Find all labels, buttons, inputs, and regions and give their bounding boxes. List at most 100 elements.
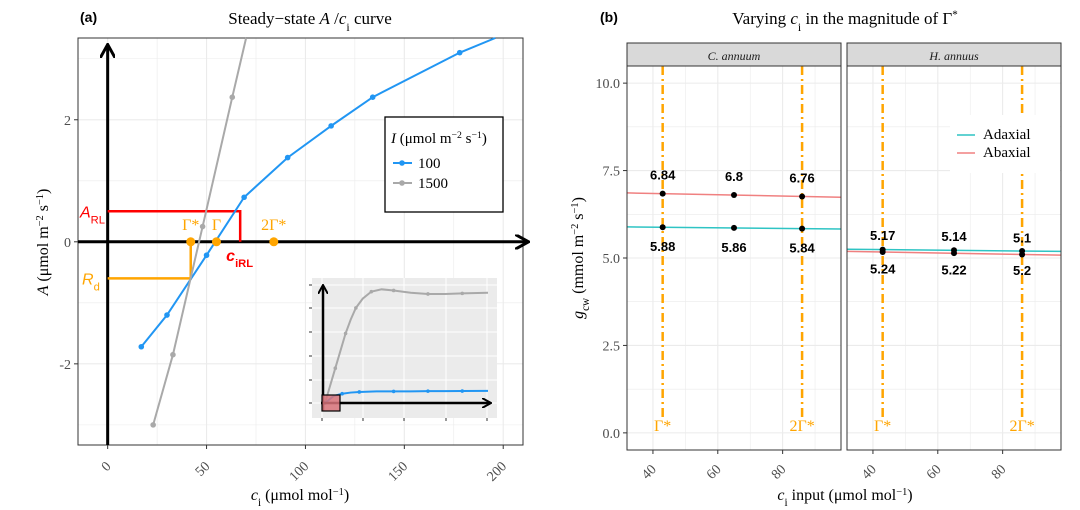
data-point-1500 xyxy=(199,223,206,230)
point-label: Γ xyxy=(212,217,221,234)
data-point-1500 xyxy=(170,351,176,358)
inset-point xyxy=(340,391,344,396)
panel-label: (a) xyxy=(80,9,97,25)
data-point-100 xyxy=(456,49,463,56)
data-point-1500 xyxy=(229,94,236,100)
data-label: 5.2 xyxy=(1013,263,1031,278)
data-label: 5.86 xyxy=(721,240,746,255)
chart-title: Varying ci in the magnitude of Γ* xyxy=(732,9,957,34)
inset-point xyxy=(369,289,374,294)
data-point-1500 xyxy=(150,422,156,428)
data-point-100 xyxy=(138,343,145,350)
point-marker xyxy=(211,237,221,247)
point-label: 2Γ* xyxy=(261,217,286,234)
facet-strip xyxy=(846,42,1062,67)
point-marker xyxy=(186,237,196,247)
x-tick-label: 50 xyxy=(193,459,214,480)
inset-point xyxy=(333,366,338,371)
y-tick-label: 2 xyxy=(64,114,71,129)
y-tick-label: 5.0 xyxy=(603,252,621,267)
point-marker xyxy=(269,237,279,247)
x-axis-label: ci (μmol mol−1) xyxy=(251,487,349,510)
inset-point xyxy=(343,331,348,336)
x-tick-label: 200 xyxy=(485,459,510,484)
y-tick-label: 10.0 xyxy=(596,77,621,92)
x-tick-label: 150 xyxy=(386,459,411,484)
x-tick-label: 60 xyxy=(924,462,945,483)
data-label: 5.24 xyxy=(870,262,896,277)
data-point xyxy=(731,192,737,199)
data-point xyxy=(659,224,666,231)
data-label: 6.84 xyxy=(650,168,676,183)
inset-point xyxy=(354,306,358,310)
data-point-100 xyxy=(284,154,291,161)
data-point-100 xyxy=(164,312,170,318)
data-point xyxy=(879,246,886,253)
gamma-vline-label: Γ* xyxy=(654,418,671,435)
data-label: 5.84 xyxy=(789,241,815,256)
gamma-vline-label: 2Γ* xyxy=(789,418,814,435)
inset-point xyxy=(391,389,396,394)
panel-b: (b) Varying ci in the magnitude of Γ* ci i… xyxy=(570,9,1062,509)
y-tick-label: 0 xyxy=(64,236,71,251)
y-tick-label: 7.5 xyxy=(603,165,621,180)
x-tick-label: 100 xyxy=(287,459,312,484)
data-label: 6.76 xyxy=(789,170,814,185)
chart-title: Steady−state A /ci curve xyxy=(228,9,392,34)
data-point xyxy=(1019,248,1026,255)
data-label: 5.14 xyxy=(941,229,967,244)
x-tick-label: 40 xyxy=(639,462,660,483)
gamma-vline-label: Γ* xyxy=(874,418,891,435)
legend-key-point xyxy=(399,180,405,186)
legend-label: Abaxial xyxy=(983,145,1030,161)
data-point-100 xyxy=(369,94,376,100)
data-point xyxy=(659,190,666,197)
gamma-vline-label: 2Γ* xyxy=(1009,418,1034,435)
facet-strip-label: H. annuus xyxy=(928,49,979,63)
inset-zoom-region xyxy=(321,394,341,412)
legend-label: 1500 xyxy=(418,176,448,192)
data-label: 5.88 xyxy=(650,239,675,254)
legend-box xyxy=(384,116,504,213)
x-axis-label: ci input (μmol mol−1) xyxy=(777,487,912,510)
legend-title: I (μmol m−2 s−1) xyxy=(390,130,487,148)
facet-strip xyxy=(626,42,842,67)
data-point-100 xyxy=(203,252,210,259)
data-point xyxy=(951,247,957,254)
legend-background xyxy=(950,115,1060,173)
point-label: Γ* xyxy=(182,217,199,234)
a-rl-line xyxy=(107,210,242,242)
inset-point xyxy=(391,288,396,293)
legend: I (μmol m−2 s−1) 100 1500 xyxy=(384,116,504,213)
x-tick-label: 40 xyxy=(859,462,880,483)
legend-label: Adaxial xyxy=(983,127,1030,143)
x-tick-label: 0 xyxy=(99,459,115,475)
inset-point xyxy=(460,389,465,393)
x-tick-label: 80 xyxy=(769,462,790,483)
y-tick-label: 2.5 xyxy=(603,339,621,354)
rd-label: Rd xyxy=(82,271,100,293)
inset-point xyxy=(357,390,362,394)
facet-h-annuus: Γ* 2Γ* 5.17 5.14 5.1 5.24 5.22 5.2 H. annuus 40 60… xyxy=(846,42,1062,483)
x-tick-label: 80 xyxy=(989,462,1010,483)
y-axis-label: A (μmol m−2 s−1) xyxy=(35,189,53,297)
inset-series-line xyxy=(324,288,489,404)
data-point xyxy=(731,224,737,231)
facet-strip-label: C. annuum xyxy=(708,49,761,63)
inset-point xyxy=(460,291,465,296)
inset-point xyxy=(426,389,430,393)
data-point-100 xyxy=(241,194,247,201)
x-tick-label: 60 xyxy=(704,462,725,483)
inset-plot xyxy=(309,278,497,421)
data-label: 5.1 xyxy=(1013,231,1031,246)
facet-c-annuum: Γ* 2Γ* 6.84 6.8 6.76 5.88 5.86 5.84 C. annuum 40 6… xyxy=(626,42,842,483)
inset-point xyxy=(426,292,430,296)
y-tick-label: 0.0 xyxy=(603,427,621,442)
legend-label: 100 xyxy=(418,156,441,172)
legend-key-point xyxy=(399,160,405,166)
panel-a: (a) Steady−state A /ci curve 0 50 100 150 200 -… xyxy=(35,9,528,509)
data-point xyxy=(799,193,806,200)
data-point-100 xyxy=(328,123,334,129)
a-rl-label: ARL xyxy=(79,204,105,226)
